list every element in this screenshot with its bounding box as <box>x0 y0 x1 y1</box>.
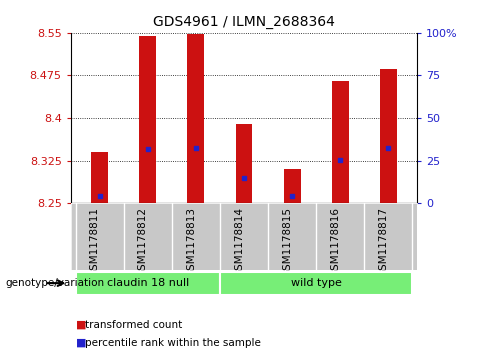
Text: GSM1178811: GSM1178811 <box>90 207 100 277</box>
Bar <box>380 69 397 203</box>
Text: transformed count: transformed count <box>85 320 183 330</box>
Text: percentile rank within the sample: percentile rank within the sample <box>85 338 261 348</box>
Text: GSM1178816: GSM1178816 <box>330 207 340 277</box>
Text: genotype/variation: genotype/variation <box>5 278 104 288</box>
Text: GSM1178813: GSM1178813 <box>186 207 196 277</box>
Bar <box>220 272 412 295</box>
Bar <box>284 169 301 203</box>
Text: GSM1178815: GSM1178815 <box>282 207 292 277</box>
Bar <box>236 124 252 203</box>
Bar <box>76 272 220 295</box>
Bar <box>91 152 108 203</box>
Text: ■: ■ <box>76 320 86 330</box>
Title: GDS4961 / ILMN_2688364: GDS4961 / ILMN_2688364 <box>153 15 335 29</box>
Text: GSM1178817: GSM1178817 <box>378 207 388 277</box>
Bar <box>332 81 348 203</box>
Text: claudin 18 null: claudin 18 null <box>107 278 189 288</box>
Bar <box>140 36 156 203</box>
Bar <box>187 34 204 203</box>
Text: wild type: wild type <box>291 278 342 288</box>
Text: GSM1178814: GSM1178814 <box>234 207 244 277</box>
Text: ■: ■ <box>76 338 86 348</box>
Text: GSM1178812: GSM1178812 <box>138 207 148 277</box>
